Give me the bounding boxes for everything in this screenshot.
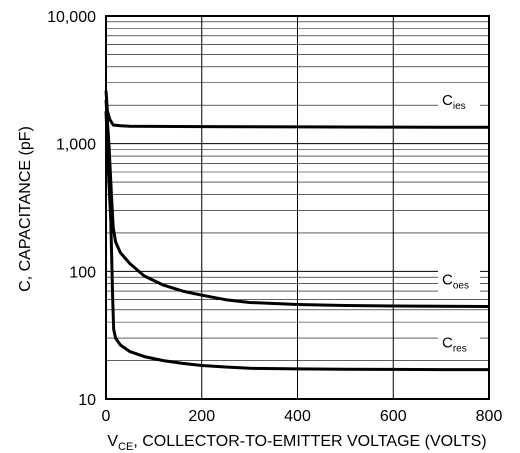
series-label-backdrop xyxy=(438,332,480,355)
series-label-backdrop xyxy=(438,269,480,292)
series-labels: Cies Coes Cres xyxy=(438,90,480,355)
series-label-res: Cres xyxy=(442,335,467,355)
x-axis-title: VCE, COLLECTOR-TO-EMITTER VOLTAGE (VOLTS… xyxy=(107,433,486,453)
y-tick-label: 10,000 xyxy=(47,9,96,26)
x-tick-label: 200 xyxy=(188,408,215,425)
y-tick-label: 100 xyxy=(69,264,96,281)
series-label-ies: Cies xyxy=(442,92,466,112)
y-tick-label: 1,000 xyxy=(56,137,96,154)
y-tick-label: 10 xyxy=(78,392,96,409)
x-tick-label: 0 xyxy=(102,408,111,425)
series-line-oes xyxy=(104,99,490,308)
x-axis-title-rest: , COLLECTOR-TO-EMITTER VOLTAGE (VOLTS) xyxy=(133,433,486,450)
series-label-oes: Coes xyxy=(442,272,469,292)
plot-frame xyxy=(105,15,490,400)
x-tick-label: 800 xyxy=(476,408,503,425)
series-layer xyxy=(104,90,490,372)
x-axis-title-sub: CE xyxy=(118,441,133,453)
series-line-ies xyxy=(104,90,489,129)
x-tick-label: 400 xyxy=(284,408,311,425)
grid-lines xyxy=(105,15,490,400)
x-tick-label: 600 xyxy=(380,408,407,425)
tick-labels: 0 200 400 600 800 10 100 1,000 10,000 xyxy=(47,9,502,425)
y-axis-title: C, CAPACITANCE (pF) xyxy=(17,126,34,292)
series-label-backdrop xyxy=(438,90,480,113)
series-line-res xyxy=(104,111,489,372)
x-axis-title-v: V xyxy=(107,433,118,450)
